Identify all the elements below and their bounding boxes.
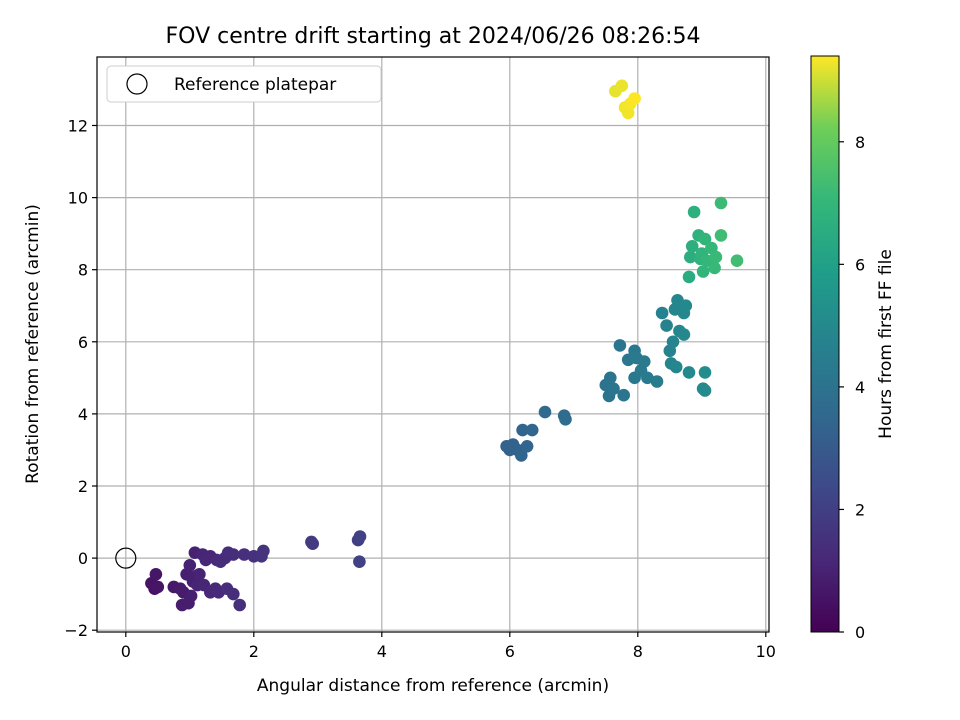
- legend-reference-marker: [126, 73, 148, 95]
- data-point: [615, 79, 629, 93]
- x-tick-label: 10: [756, 642, 776, 661]
- reference-platepar-marker: [115, 547, 137, 569]
- data-point: [306, 537, 320, 550]
- y-tick-label: 0: [78, 549, 88, 568]
- data-point: [525, 423, 539, 437]
- colorbar-label: Hours from first FF file: [876, 249, 896, 439]
- colorbar: 0 2 4 6 8 Hours from first FF file: [810, 55, 896, 642]
- colorbar-tick-label: 6: [855, 255, 865, 274]
- data-point: [709, 250, 723, 264]
- data-point: [682, 270, 696, 284]
- data-point: [604, 371, 617, 385]
- data-point: [227, 548, 240, 561]
- data-point: [708, 261, 721, 275]
- data-point: [237, 548, 251, 561]
- y-tick-label: 2: [78, 477, 88, 496]
- data-point: [669, 360, 683, 374]
- data-point: [193, 568, 206, 581]
- data-point: [184, 589, 198, 603]
- colorbar-tick-label: 2: [855, 500, 865, 519]
- data-point: [257, 544, 270, 558]
- data-point: [660, 319, 673, 332]
- x-axis-label: Angular distance from reference (arcmin): [257, 676, 609, 696]
- data-point: [641, 371, 654, 385]
- y-axis-ticks: −2 0 2 4 6 8 10 12: [64, 116, 97, 640]
- data-point: [515, 449, 528, 462]
- x-tick-label: 0: [121, 642, 131, 661]
- data-point: [183, 559, 197, 572]
- x-tick-label: 4: [377, 642, 387, 661]
- y-tick-label: 12: [68, 116, 88, 135]
- legend-box: [106, 65, 382, 103]
- data-point: [520, 440, 534, 453]
- data-point: [666, 335, 680, 349]
- colorbar-gradient: [810, 55, 840, 633]
- data-point: [227, 587, 240, 601]
- data-point: [613, 339, 627, 352]
- colorbar-tick-label: 8: [855, 133, 865, 152]
- chart-title: FOV centre drift starting at 2024/06/26 …: [166, 24, 701, 49]
- data-point: [714, 196, 728, 210]
- data-point: [696, 265, 710, 278]
- plot-frame: [96, 56, 770, 633]
- data-point: [353, 555, 366, 568]
- y-tick-label: 6: [78, 333, 88, 352]
- data-point: [698, 366, 712, 379]
- x-axis-ticks: 0 2 4 6 8 10: [121, 632, 776, 661]
- legend-label: Reference platepar: [174, 75, 336, 95]
- data-point: [687, 205, 701, 219]
- data-point: [698, 384, 712, 397]
- data-point: [628, 92, 641, 105]
- legend: Reference platepar: [106, 65, 382, 103]
- data-point: [607, 382, 620, 396]
- data-point: [684, 250, 697, 264]
- data-point: [353, 530, 367, 543]
- x-tick-label: 6: [505, 642, 515, 661]
- data-point: [685, 240, 699, 253]
- data-point: [151, 580, 165, 594]
- colorbar-ticks: 0 2 4 6 8: [839, 133, 865, 642]
- colorbar-tick-label: 4: [855, 378, 865, 397]
- y-tick-label: 8: [78, 261, 88, 280]
- x-tick-label: 2: [249, 642, 259, 661]
- y-tick-label: 10: [68, 189, 88, 208]
- data-points: [145, 79, 744, 612]
- data-point: [149, 568, 163, 581]
- data-point: [559, 413, 572, 426]
- data-point: [233, 598, 246, 612]
- data-point: [698, 232, 712, 246]
- y-axis-label: Rotation from reference (arcmin): [23, 204, 43, 484]
- data-point: [682, 366, 696, 379]
- data-point: [677, 328, 691, 341]
- data-point: [637, 355, 651, 368]
- reference-marker-layer: [115, 547, 137, 569]
- data-point: [650, 375, 664, 388]
- y-tick-label: 4: [78, 405, 88, 424]
- colorbar-tick-label: 0: [855, 623, 865, 642]
- data-point: [617, 388, 630, 402]
- data-point: [714, 229, 728, 242]
- data-point: [538, 405, 552, 419]
- data-point: [655, 306, 669, 320]
- data-point: [679, 299, 693, 313]
- x-tick-label: 8: [633, 642, 643, 661]
- data-point: [516, 423, 529, 437]
- grid-lines: [97, 57, 769, 632]
- y-tick-label: −2: [64, 621, 88, 640]
- data-point: [730, 254, 744, 267]
